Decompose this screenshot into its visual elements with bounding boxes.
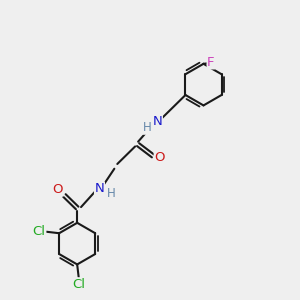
Text: N: N — [153, 115, 162, 128]
Text: H: H — [143, 121, 152, 134]
Text: O: O — [154, 151, 165, 164]
Text: N: N — [94, 182, 104, 195]
Text: F: F — [207, 56, 215, 69]
Text: Cl: Cl — [72, 278, 85, 291]
Text: H: H — [106, 188, 115, 200]
Text: Cl: Cl — [33, 225, 46, 238]
Text: O: O — [52, 183, 63, 196]
